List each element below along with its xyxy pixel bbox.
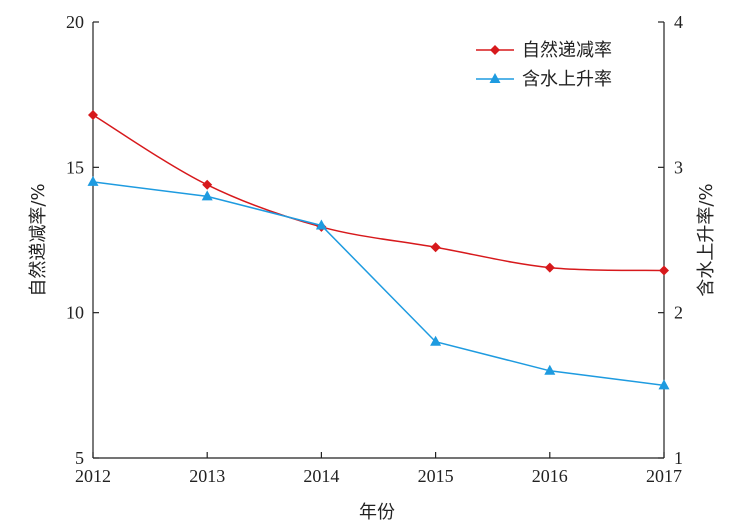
series-2-point (658, 379, 670, 390)
series-1-point (202, 179, 213, 190)
left-tick-label: 10 (66, 303, 84, 323)
series-2-point (87, 175, 99, 186)
legend-label: 自然递减率 (522, 40, 612, 61)
series-1-point (544, 262, 555, 273)
left-tick-label: 5 (75, 448, 84, 468)
series-2-line (92, 181, 665, 387)
x-tick-label: 2013 (189, 466, 225, 486)
right-tick-label: 3 (674, 157, 683, 177)
x-tick-label: 2016 (532, 466, 568, 486)
series-1-point (88, 110, 98, 121)
right-tick-label: 4 (674, 12, 683, 32)
series-2 (87, 175, 670, 390)
series-layer (87, 110, 670, 390)
x-tick-label: 2014 (303, 466, 339, 486)
left-axis-title: 自然递减率/% (28, 183, 49, 296)
x-tick-label: 2017 (646, 466, 682, 486)
series-2-point (315, 219, 327, 230)
left-tick-label: 15 (66, 157, 84, 177)
x-axis-title: 年份 (359, 502, 395, 523)
legend-marker (490, 45, 500, 55)
series-1-line (92, 114, 665, 272)
series-2-point (544, 364, 556, 375)
right-axis-ticks: 1 2 3 4 (658, 12, 683, 468)
series-1-point (430, 242, 441, 253)
right-tick-label: 2 (674, 303, 683, 323)
left-tick-label: 20 (66, 12, 84, 32)
series-2-point (430, 335, 442, 346)
series-2-point (201, 190, 213, 201)
x-axis-ticks: 2012 2013 2014 2015 2016 2017 (75, 452, 682, 486)
x-tick-label: 2012 (75, 466, 111, 486)
right-axis-title: 含水上升率/% (696, 183, 717, 296)
right-tick-label: 1 (674, 448, 683, 468)
legend-marker (489, 73, 501, 83)
x-tick-label: 2015 (418, 466, 454, 486)
legend-label: 含水上升率 (522, 69, 612, 90)
left-axis-ticks: 5 10 15 20 (66, 12, 99, 468)
series-1-point (659, 265, 669, 276)
